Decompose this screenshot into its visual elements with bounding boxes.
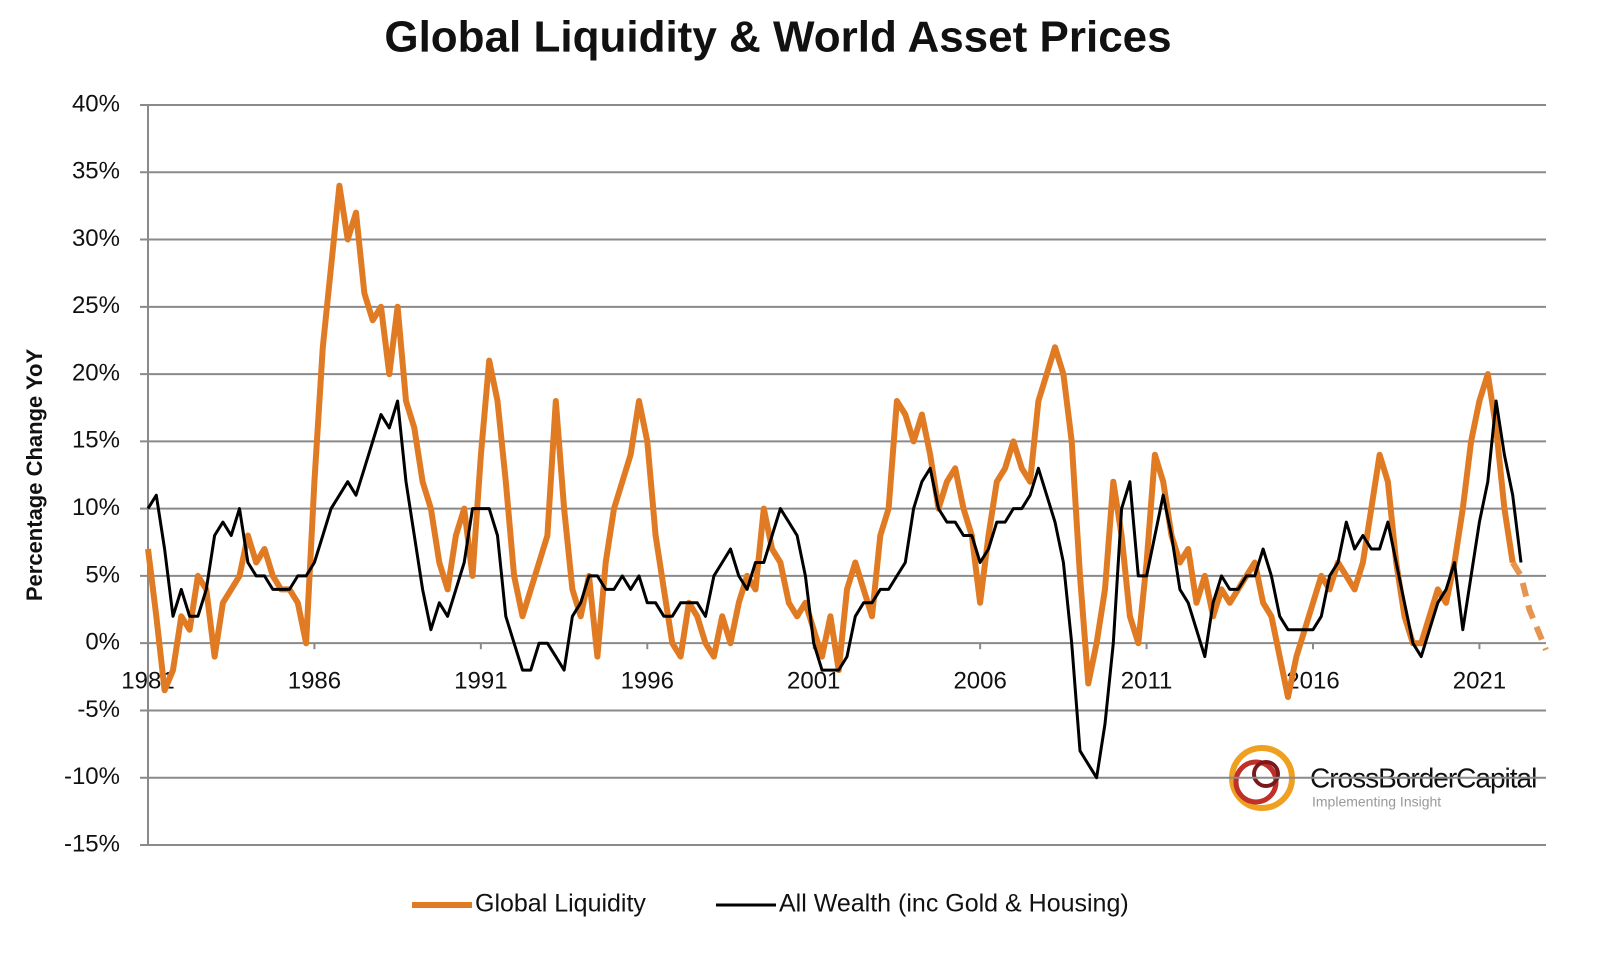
x-tick-label: 1996 (621, 668, 674, 695)
x-tick-label: 1986 (288, 668, 341, 695)
y-tick-label: 35% (72, 158, 120, 185)
series-line (146, 399, 1523, 780)
x-tick-label: 2001 (787, 668, 840, 695)
x-tick-label: 1991 (454, 668, 507, 695)
x-tick-label: 2006 (953, 668, 1006, 695)
legend-item: All Wealth (inc Gold & Housing) (716, 890, 1129, 918)
forecast-line (1510, 560, 1549, 652)
series-line (145, 182, 1516, 700)
legend-label: Global Liquidity (475, 890, 646, 918)
y-axis-label: Percentage Change YoY (22, 349, 47, 602)
logo: CrossBorderCapital Implementing Insight (1229, 745, 1537, 811)
y-tick-label: -5% (77, 696, 120, 723)
legend-label: All Wealth (inc Gold & Housing) (779, 890, 1129, 918)
y-tick-label: 15% (72, 427, 120, 454)
y-tick-label: 5% (85, 561, 120, 588)
x-tick-label: 2021 (1453, 668, 1506, 695)
y-tick-label: 30% (72, 225, 120, 252)
y-tick-label: -10% (64, 763, 120, 790)
y-tick-label: -15% (64, 830, 120, 857)
chart-title: Global Liquidity & World Asset Prices (384, 13, 1171, 62)
y-tick-label: 25% (72, 292, 120, 319)
y-tick-label: 0% (85, 629, 120, 656)
y-tick-label: 40% (72, 90, 120, 117)
x-tick-label: 2011 (1121, 668, 1173, 695)
logo-ring (1252, 760, 1280, 788)
y-tick-label: 10% (72, 494, 120, 521)
y-tick-label: 20% (72, 359, 120, 386)
logo-tagline: Implementing Insight (1312, 794, 1441, 810)
legend-item: Global Liquidity (412, 890, 646, 918)
